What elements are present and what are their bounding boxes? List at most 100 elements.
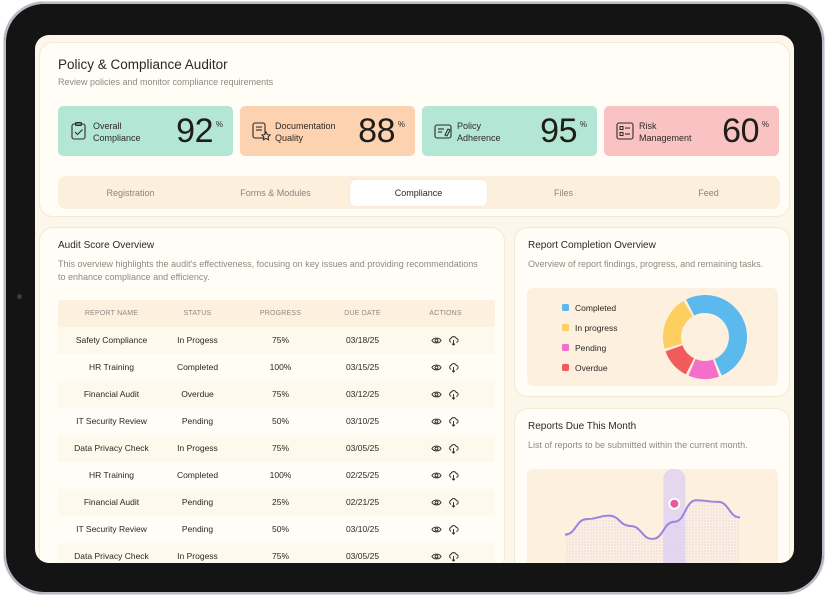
line-chart-area — [565, 500, 740, 563]
reports-due-description: List of reports to be submitted within t… — [528, 440, 748, 450]
tab-forms-modules[interactable]: Forms & Modules — [240, 188, 311, 198]
donut-slice-completed[interactable] — [686, 294, 748, 376]
cell-report-name: Financial Audit — [83, 497, 140, 507]
tab-compliance[interactable]: Compliance — [350, 180, 487, 206]
cell-status: Completed — [176, 470, 219, 480]
donut-slice-pending[interactable] — [688, 359, 720, 379]
cell-report-name: IT Security Review — [76, 524, 147, 534]
donut-chart-panel: Completed In progress Pending Overdue — [527, 288, 778, 386]
app-screen: Policy & Compliance Auditor Review polic… — [35, 35, 794, 563]
table-body: Safety Compliance In Progess 75% 03/18/25 HR… — [58, 327, 495, 563]
cell-due-date: 03/12/25 — [345, 389, 380, 399]
reports-due-card: Reports Due This Month List of reports t… — [514, 408, 790, 563]
donut-chart — [663, 294, 748, 379]
table-row[interactable]: Data Privacy Check In Progess 75% 03/05/25 — [58, 543, 495, 563]
eye-icon[interactable] — [431, 416, 442, 427]
page-title: Policy & Compliance Auditor — [58, 57, 228, 72]
line-series — [564, 499, 741, 540]
legend-swatch — [562, 324, 569, 331]
column-header[interactable]: STATUS — [183, 310, 212, 317]
table-row[interactable]: IT Security Review Pending 50% 03/10/25 — [58, 408, 495, 435]
cell-report-name: HR Training — [89, 362, 134, 372]
tab-files[interactable]: Files — [553, 188, 573, 198]
cell-progress: 75% — [271, 551, 289, 561]
donut-slice-overdue[interactable] — [665, 345, 695, 375]
header-card: Policy & Compliance Auditor Review polic… — [39, 42, 790, 217]
eye-icon[interactable] — [431, 497, 442, 508]
column-header[interactable]: PROGRESS — [259, 310, 302, 317]
legend-swatch — [562, 304, 569, 311]
eye-icon[interactable] — [431, 389, 442, 400]
clipboard-check-icon — [71, 121, 86, 140]
cloud-download-icon[interactable] — [448, 389, 459, 400]
kpi-label-line2: Adherence — [457, 133, 501, 143]
eye-icon[interactable] — [431, 443, 442, 454]
kpi-policy-adherence[interactable]: Policy Adherence 95 % — [422, 106, 597, 156]
tab-registration[interactable]: Registration — [106, 188, 155, 198]
eye-icon[interactable] — [431, 335, 442, 346]
report-completion-description: Overview of report findings, progress, a… — [528, 259, 764, 269]
report-completion-title: Report Completion Overview — [528, 240, 656, 251]
column-header[interactable]: REPORT NAME — [84, 310, 139, 317]
cell-report-name: Data Privacy Check — [74, 443, 149, 453]
cloud-download-icon[interactable] — [448, 497, 459, 508]
kpi-label-line1: Risk — [639, 121, 657, 131]
cell-status: In Progess — [177, 335, 218, 345]
kpi-value: 95 — [540, 112, 577, 150]
legend-swatch — [562, 364, 569, 371]
table-row[interactable]: Data Privacy Check In Progess 75% 03/05/25 — [58, 435, 495, 462]
cell-progress: 75% — [271, 335, 289, 345]
eye-icon[interactable] — [431, 362, 442, 373]
cell-status: Overdue — [181, 389, 214, 399]
column-header: ACTIONS — [429, 310, 462, 317]
donut-slice-in-progress[interactable] — [663, 300, 693, 349]
cloud-download-icon[interactable] — [448, 551, 459, 562]
page-subtitle: Review policies and monitor compliance r… — [58, 77, 274, 87]
table-row[interactable]: Safety Compliance In Progess 75% 03/18/25 — [58, 327, 495, 354]
cloud-download-icon[interactable] — [448, 362, 459, 373]
kpi-label-line2: Compliance — [93, 133, 141, 143]
highlight-point[interactable] — [668, 497, 681, 510]
cell-progress: 100% — [269, 470, 292, 480]
kpi-unit: % — [397, 120, 405, 129]
highlight-band — [663, 469, 686, 563]
kpi-label-line2: Quality — [275, 133, 304, 143]
eye-icon[interactable] — [431, 524, 442, 535]
legend-label: Overdue — [575, 363, 608, 373]
table-row[interactable]: Financial Audit Overdue 75% 03/12/25 — [58, 381, 495, 408]
cell-progress: 75% — [271, 389, 289, 399]
table-row[interactable]: Financial Audit Pending 25% 02/21/25 — [58, 489, 495, 516]
audit-score-card: Audit Score Overview This overview highl… — [39, 227, 505, 563]
kpi-risk-management[interactable]: Risk Management 60 % — [604, 106, 779, 156]
kpi-label-line1: Documentation — [275, 121, 336, 131]
kpi-label-line1: Overall — [93, 121, 122, 131]
table-row[interactable]: HR Training Completed 100% 03/15/25 — [58, 354, 495, 381]
kpi-label-line1: Policy — [457, 121, 482, 131]
cell-progress: 50% — [271, 416, 289, 426]
tab-feed[interactable]: Feed — [698, 188, 719, 198]
cloud-download-icon[interactable] — [448, 443, 459, 454]
cell-report-name: IT Security Review — [76, 416, 147, 426]
cell-status: Pending — [181, 524, 214, 534]
eye-icon[interactable] — [431, 470, 442, 481]
table-row[interactable]: HR Training Completed 100% 02/25/25 — [58, 462, 495, 489]
cell-report-name: Safety Compliance — [75, 335, 148, 345]
report-completion-card: Report Completion Overview Overview of r… — [514, 227, 790, 397]
kpi-documentation-quality[interactable]: Documentation Quality 88 % — [240, 106, 415, 156]
camera-dot — [17, 294, 22, 299]
audit-table: REPORT NAME STATUS PROGRESS DUE DATE ACT… — [58, 300, 495, 563]
cloud-download-icon[interactable] — [448, 470, 459, 481]
cell-progress: 50% — [271, 524, 289, 534]
cloud-download-icon[interactable] — [448, 335, 459, 346]
eye-icon[interactable] — [431, 551, 442, 562]
table-row[interactable]: IT Security Review Pending 50% 03/10/25 — [58, 516, 495, 543]
column-header[interactable]: DUE DATE — [344, 310, 381, 317]
kpi-unit: % — [215, 120, 223, 129]
tab-bar: Registration Forms & Modules Compliance … — [58, 176, 780, 209]
cell-status: In Progess — [177, 551, 218, 561]
legend-label: Pending — [575, 343, 607, 353]
cloud-download-icon[interactable] — [448, 416, 459, 427]
kpi-value: 92 — [176, 112, 213, 150]
kpi-overall-compliance[interactable]: Overall Compliance 92 % — [58, 106, 233, 156]
cloud-download-icon[interactable] — [448, 524, 459, 535]
